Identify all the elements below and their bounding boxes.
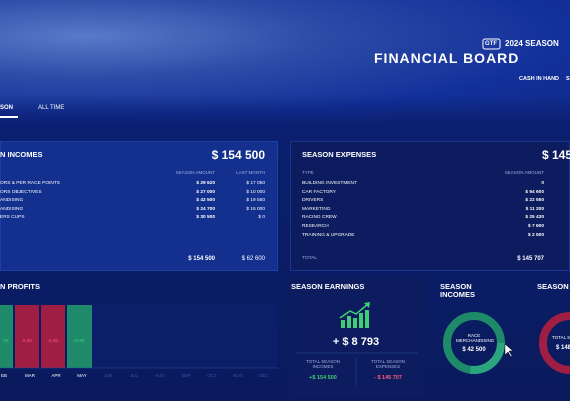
cursor — [504, 343, 514, 358]
month-label: AUG — [155, 373, 165, 378]
bar-label: -2.0K — [47, 338, 59, 343]
incomes-panel — [0, 141, 278, 271]
last-month: $ 0 — [258, 215, 265, 221]
tab-underline — [0, 116, 18, 118]
profit-bars — [0, 305, 277, 368]
total-label: TOTAL — [302, 256, 318, 261]
season-amount: $ 29 620 — [196, 181, 215, 186]
total-last-month: $ 62 600 — [241, 256, 265, 262]
column-header: SEASON AMOUNT — [504, 170, 544, 175]
season-amount: $ 30 500 — [196, 215, 215, 221]
donut-value: $ 42 500 — [462, 347, 486, 353]
bar-label: +8.8K — [73, 338, 85, 343]
season-amount: $ 42 500 — [196, 198, 215, 204]
column-header: TYPE — [302, 170, 314, 175]
tab[interactable]: SON — [0, 105, 14, 111]
cash-value: S — [566, 76, 570, 82]
month-label: NOV — [233, 373, 243, 378]
month-label: JUN — [103, 373, 113, 378]
section-title: SEASON INCOMES — [440, 282, 476, 299]
month-label: EB — [0, 373, 8, 378]
season-amount: 0 — [541, 181, 544, 186]
month-label: JUL — [129, 373, 139, 378]
row-label: TRAINING & UPGRADE — [302, 232, 355, 238]
bar-red — [15, 305, 39, 368]
section-title: SEASON EXPEN — [537, 282, 570, 291]
month-label: DEC — [259, 373, 269, 378]
total-amount: $ 145 707 — [517, 256, 544, 262]
panel-total: $ 145 — [541, 148, 570, 162]
row-label: ANDISING — [0, 206, 24, 212]
season-amount: $ 24 700 — [196, 206, 215, 212]
row-label: DRIVERS — [302, 198, 324, 204]
trend-icon — [339, 302, 370, 328]
donut-label: RACE MERCHANDISING — [456, 333, 495, 343]
bar-label: 0K — [3, 338, 9, 343]
expenses-value: - $ 145 707 — [374, 375, 402, 381]
row-label: RESEARCH — [302, 224, 329, 229]
season: 2024 SEASON — [505, 39, 559, 48]
tab[interactable]: ALL TIME — [38, 105, 65, 111]
board-title: FINANCIAL BOARD — [374, 50, 520, 66]
month-label: MAY — [77, 373, 87, 378]
section-title: SEASON EARNINGS — [291, 282, 365, 291]
row-label: BUILDING INVESTMENT — [302, 181, 357, 186]
header-shade — [0, 95, 570, 125]
expenses-panel — [290, 141, 570, 271]
month-label: APR — [51, 373, 61, 378]
incomes-value: +$ 154 500 — [309, 375, 337, 381]
total-amount: $ 154 500 — [188, 256, 215, 262]
row-label: ERS CUPS — [0, 215, 25, 221]
donut-label: TOTAL S — [552, 335, 570, 340]
bar-green — [67, 305, 92, 368]
season-amount: $ 22 550 — [525, 198, 544, 204]
label: TOTAL SEASON EXPENSES — [371, 359, 405, 369]
bar-empty — [92, 305, 277, 368]
row-label: ORS & PER RACE POINTS — [0, 181, 60, 186]
last-month: $ 16 000 — [246, 206, 265, 212]
column-header: SEASON AMOUNT — [175, 170, 215, 175]
row-label: CAR FACTORY — [302, 189, 336, 195]
season-amount: $ 11 200 — [525, 206, 544, 212]
donut-expenses — [539, 312, 570, 374]
cash-label: CASH IN HAND — [519, 76, 560, 82]
panel-title: SEASON EXPENSES — [302, 150, 377, 159]
season-amount: $ 2 500 — [527, 232, 544, 238]
row-label: ANDISING — [0, 198, 24, 204]
last-month: $ 10 000 — [246, 189, 265, 195]
month-label: MAR — [25, 373, 35, 378]
season-amount: $ 94 600 — [525, 189, 544, 195]
bar-red — [41, 305, 65, 368]
row-label: ORS OBJECTIVES — [0, 189, 42, 195]
logo: GTF — [485, 41, 497, 47]
last-month: $ 17 050 — [246, 181, 265, 186]
donut-segment — [443, 312, 505, 374]
row-label: MARKETING — [302, 206, 331, 212]
month-label: SEP — [181, 373, 191, 378]
season-amount: $ 7 600 — [527, 224, 544, 229]
season-amount: $ 25 430 — [525, 215, 544, 221]
panel-title: N INCOMES — [0, 150, 43, 159]
earnings-value: + $ 8 793 — [332, 336, 380, 348]
bar-green — [0, 305, 13, 368]
season-amount: $ 27 000 — [196, 189, 215, 195]
panel-total: $ 154 500 — [211, 148, 265, 162]
month-label: OCT — [207, 373, 217, 378]
row-label: RACING CREW — [302, 215, 337, 221]
bar-label: -8.9K — [21, 338, 33, 343]
section-title: N PROFITS — [0, 282, 41, 291]
logo-frame — [482, 38, 501, 50]
donut-value: $ 148 — [556, 345, 570, 351]
earnings-panel — [289, 278, 424, 398]
column-header: LAST MONTH — [236, 170, 265, 175]
label: TOTAL SEASON INCOMES — [306, 359, 340, 369]
last-month: $ 19 550 — [246, 198, 265, 204]
